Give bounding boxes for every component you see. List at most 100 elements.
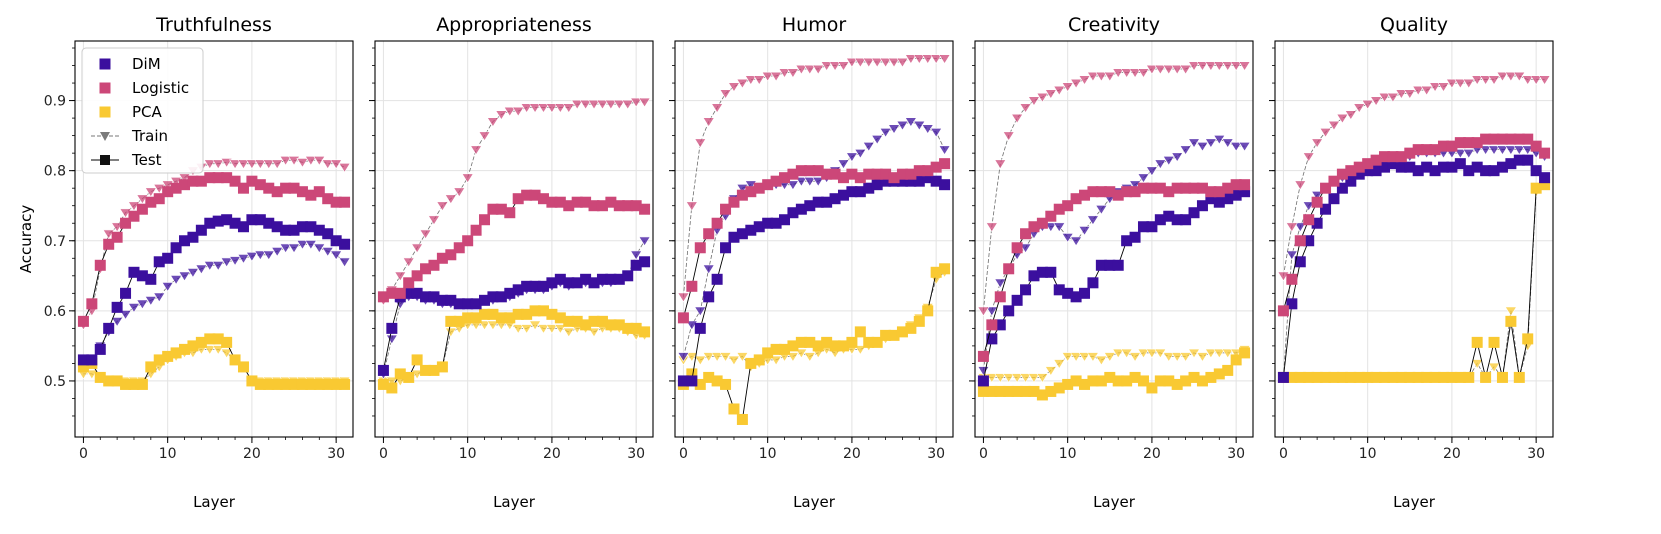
- dim-train-point: [938, 145, 951, 156]
- logistic-test-point: [487, 203, 499, 215]
- logistic-train-point: [896, 57, 909, 68]
- pca-test-point: [563, 315, 575, 327]
- dim-test-point: [1345, 175, 1357, 187]
- plot-area: [677, 54, 951, 425]
- logistic-train-point: [1378, 92, 1391, 103]
- pca-test-point: [1496, 371, 1508, 383]
- dim-test-point: [1205, 193, 1217, 205]
- logistic-test-point: [977, 350, 989, 362]
- pca-test-point: [1412, 371, 1424, 383]
- logistic-test-point: [271, 186, 283, 198]
- pca-train-point: [1044, 366, 1057, 376]
- pca-test-point: [428, 364, 440, 376]
- logistic-train-point: [938, 54, 951, 65]
- logistic-train-point: [1311, 138, 1324, 149]
- dim-train-point: [1521, 145, 1534, 156]
- logistic-train-point: [1036, 92, 1049, 103]
- dim-test-point: [1121, 235, 1133, 247]
- dim-test-point: [703, 291, 715, 303]
- logistic-test-point: [1362, 158, 1374, 170]
- logistic-test-point: [821, 168, 833, 180]
- dim-test-point: [1336, 182, 1348, 194]
- pca-train-point: [694, 355, 707, 366]
- logistic-train-point: [1454, 78, 1467, 89]
- dim-test-point: [204, 217, 216, 229]
- pca-test-point: [103, 375, 115, 387]
- dim-test-point: [580, 273, 592, 285]
- logistic-train-point: [1319, 127, 1332, 138]
- dim-train-point: [1513, 145, 1526, 156]
- logistic-test-point: [280, 182, 292, 194]
- dim-test-point: [922, 172, 934, 184]
- pca-test-point: [420, 364, 432, 376]
- x-tick-label: 30: [327, 446, 345, 462]
- dim-train-point: [321, 247, 334, 257]
- pca-test-point: [1421, 371, 1433, 383]
- dim-test-point: [986, 333, 998, 345]
- x-tick-label: 30: [1527, 446, 1545, 462]
- logistic-test-point: [1429, 144, 1441, 156]
- logistic-train-point: [330, 159, 343, 170]
- logistic-test-point: [1404, 147, 1416, 159]
- legend-marker: [99, 82, 111, 94]
- dim-test-point: [1003, 305, 1015, 317]
- logistic-test-point: [411, 270, 423, 282]
- dim-train-point: [1204, 138, 1217, 149]
- logistic-test-point: [305, 189, 317, 201]
- logistic-train-point: [702, 117, 715, 128]
- logistic-train-point: [1204, 61, 1217, 72]
- dim-test-point: [588, 277, 600, 289]
- logistic-train-point: [503, 106, 516, 117]
- logistic-train-point: [203, 159, 216, 170]
- dim-train-point: [144, 296, 157, 306]
- logistic-train-point: [237, 159, 250, 170]
- logistic-test-point: [1003, 263, 1015, 275]
- pca-test-point: [580, 319, 592, 331]
- pca-train-point: [727, 355, 741, 366]
- legend-item-train: Train: [91, 127, 168, 145]
- pca-train-point: [1086, 352, 1099, 362]
- pca-test-point: [1480, 371, 1492, 383]
- pca-test-point: [445, 315, 457, 327]
- pca-train-point: [1162, 352, 1175, 362]
- x-tick-label: 30: [1227, 446, 1245, 462]
- logistic-train-point: [427, 215, 441, 226]
- dim-test-point: [546, 277, 558, 289]
- dim-test-point: [504, 287, 516, 299]
- pca-test-point: [263, 378, 275, 390]
- logistic-train-point: [1187, 61, 1201, 72]
- dim-test-point: [605, 273, 617, 285]
- dim-test-point: [162, 252, 174, 264]
- logistic-train-point: [1053, 85, 1066, 96]
- dim-test-point: [1522, 154, 1534, 166]
- pca-test-point: [762, 347, 774, 359]
- logistic-train-point: [685, 201, 698, 212]
- pca-test-point: [1446, 371, 1458, 383]
- pca-train-point: [1504, 306, 1517, 317]
- logistic-train-point: [812, 64, 825, 75]
- pca-test-point: [479, 308, 491, 320]
- dim-test-point: [1539, 172, 1551, 184]
- dim-test-point: [77, 354, 89, 366]
- dim-test-point: [487, 291, 499, 303]
- pca-train-point: [562, 327, 575, 338]
- logistic-train-point: [621, 99, 634, 110]
- dim-test-point: [296, 221, 308, 233]
- logistic-train-point: [1437, 82, 1450, 93]
- dim-test-point: [745, 224, 757, 236]
- dim-test-point: [1446, 161, 1458, 173]
- dim-train-point: [296, 240, 309, 250]
- logistic-test-point: [994, 291, 1006, 303]
- dim-test-point: [571, 277, 583, 289]
- dim-test-point: [436, 294, 448, 306]
- dim-test-point: [145, 273, 157, 285]
- pca-test-point: [377, 378, 389, 390]
- pca-test-point: [605, 319, 617, 331]
- dim-train-point: [1462, 148, 1475, 159]
- logistic-train-point: [495, 110, 508, 121]
- pca-train-point: [1129, 352, 1142, 362]
- pca-train-point: [803, 352, 816, 362]
- logistic-train-point: [1513, 71, 1526, 82]
- pca-test-point: [905, 322, 917, 334]
- logistic-test-point: [1463, 137, 1475, 149]
